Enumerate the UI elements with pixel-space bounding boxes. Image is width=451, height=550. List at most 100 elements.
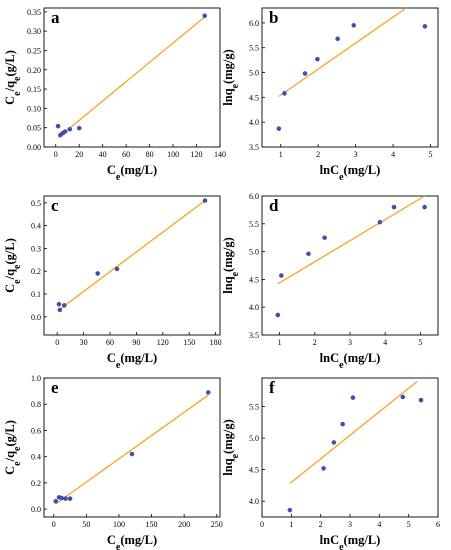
data-point xyxy=(55,123,61,129)
x-axis-title: lnCe(mg/L) xyxy=(320,533,381,550)
data-point xyxy=(302,71,308,76)
x-tick-label: 1 xyxy=(289,520,293,529)
x-axis-title: Ce(mg/L) xyxy=(107,163,157,183)
x-tick-label: 5 xyxy=(418,338,422,347)
x-tick-label: 120 xyxy=(157,338,169,347)
data-point xyxy=(391,204,397,210)
x-tick-label: 2 xyxy=(313,338,317,347)
y-tick-label: 0.0 xyxy=(31,505,41,514)
y-axis-title: lnqe(mg/g) xyxy=(221,237,241,294)
data-point xyxy=(321,466,326,471)
panel-d: 1 2 3 4 5 3.5 4.0 4.5 5.0 5.5 6.0 d lnCe(mg/L) lnqe(m… xyxy=(221,192,439,371)
x-tick-label: 150 xyxy=(183,338,195,347)
y-tick-label: 0.5 xyxy=(31,199,41,208)
x-tick-label: 3 xyxy=(354,150,358,159)
x-tick-label: 3 xyxy=(348,520,352,529)
y-tick-label: 1.0 xyxy=(31,374,41,383)
y-tick-label: 4.5 xyxy=(249,466,259,475)
y-axis-title: lnqe(mg/g) xyxy=(221,49,241,106)
data-point xyxy=(275,312,281,318)
data-point xyxy=(67,496,73,501)
data-point xyxy=(57,307,63,313)
x-axis-title: Ce(mg/L) xyxy=(107,351,157,371)
x-tick-label: 6 xyxy=(436,520,440,529)
panel-e: 0 50 100 150 200 250 0.0 0.2 0.4 0.6 0.8 1.0 e Ce(mg/… xyxy=(3,374,223,550)
y-tick-label: 5.0 xyxy=(249,248,259,257)
x-tick-label: 2 xyxy=(319,520,323,529)
y-tick-label: 5.5 xyxy=(249,402,259,411)
data-point xyxy=(306,251,311,257)
y-tick-label: 0.05 xyxy=(27,124,41,133)
y-tick-label: 0.3 xyxy=(31,244,41,253)
x-tick-label: 80 xyxy=(146,150,154,159)
y-tick-label: 0.8 xyxy=(31,400,41,409)
y-tick-label: 6.0 xyxy=(249,19,259,28)
x-tick-label: 150 xyxy=(146,520,158,529)
y-tick-label: 0.4 xyxy=(31,222,41,231)
y-tick-label: 0.20 xyxy=(27,66,41,75)
data-point xyxy=(282,91,287,96)
y-tick-label: 6.0 xyxy=(249,192,259,201)
y-tick-label: 0.00 xyxy=(27,143,41,152)
fit-line xyxy=(58,200,206,311)
x-tick-label: 30 xyxy=(80,338,88,347)
plot-frame xyxy=(261,195,439,336)
x-tick-label: 100 xyxy=(167,150,179,159)
y-tick-label: 0.35 xyxy=(27,8,41,17)
data-point xyxy=(67,126,73,132)
y-tick-label: 5.5 xyxy=(249,44,259,53)
x-tick-label: 250 xyxy=(211,520,223,529)
y-tick-label: 4.0 xyxy=(249,303,259,312)
y-tick-label: 0.1 xyxy=(31,290,41,299)
fit-line xyxy=(277,195,425,285)
fit-line xyxy=(55,394,209,505)
x-tick-label: 1 xyxy=(278,338,282,347)
data-point xyxy=(53,499,58,504)
y-tick-label: 0.15 xyxy=(27,85,41,94)
x-tick-label: 1 xyxy=(279,150,283,159)
data-point xyxy=(95,271,100,276)
y-tick-label: 0.4 xyxy=(31,453,41,462)
y-tick-label: 0.2 xyxy=(31,479,41,488)
y-tick-label: 4.0 xyxy=(249,118,259,127)
plot-frame xyxy=(43,377,221,518)
data-point xyxy=(129,451,135,457)
data-point xyxy=(206,390,211,395)
x-tick-label: 0 xyxy=(52,520,56,529)
x-tick-label: 4 xyxy=(377,520,381,529)
y-tick-label: 4.5 xyxy=(249,275,259,284)
x-axis-title: lnCe(mg/L) xyxy=(320,351,381,371)
x-tick-label: 5 xyxy=(429,150,433,159)
data-point xyxy=(114,266,120,272)
x-tick-label: 5 xyxy=(407,520,411,529)
plot-frame xyxy=(43,7,221,148)
y-tick-label: 0.2 xyxy=(31,267,41,276)
data-point xyxy=(287,507,293,513)
data-point xyxy=(315,56,320,62)
y-tick-label: 5.5 xyxy=(249,220,259,229)
x-tick-label: 60 xyxy=(122,150,130,159)
x-tick-label: 60 xyxy=(106,338,114,347)
panel-letter: f xyxy=(269,378,275,397)
data-point xyxy=(276,126,282,131)
plot-frame xyxy=(261,377,439,518)
y-axis-title: lnqe(mg/g) xyxy=(221,419,241,476)
data-point xyxy=(331,440,337,445)
x-tick-label: 2 xyxy=(316,150,320,159)
y-tick-label: 0.30 xyxy=(27,27,41,36)
data-point xyxy=(335,36,340,42)
data-point xyxy=(422,204,427,210)
plot-frame xyxy=(261,7,439,148)
data-point xyxy=(76,125,82,131)
data-point xyxy=(59,495,64,501)
panel-a: 0 20 40 60 80 100 120 140 0.00 0.05 0.10 0.15 0.20 0.… xyxy=(3,7,226,183)
y-tick-label: 0.10 xyxy=(27,104,41,113)
y-axis-title: Ce/qe(g/L) xyxy=(3,50,23,105)
x-tick-label: 3 xyxy=(348,338,352,347)
y-tick-label: 4.5 xyxy=(249,93,259,102)
fit-line xyxy=(289,380,418,485)
x-tick-label: 200 xyxy=(178,520,190,529)
plot-frame xyxy=(43,195,221,336)
panel-letter: c xyxy=(51,196,59,215)
